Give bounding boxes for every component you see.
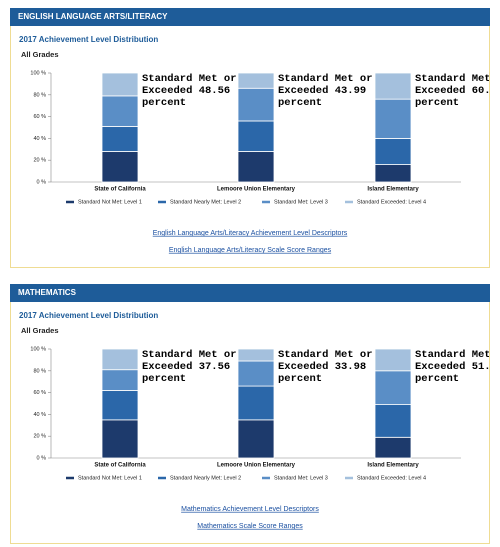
legend-label: Standard Exceeded: Level 4 — [357, 475, 426, 481]
y-tick-label: 80 % — [33, 92, 46, 98]
annotation-box: Standard Met or Exceeded 51.27 percent — [415, 349, 500, 385]
bar-segment — [374, 98, 412, 139]
section-header: MATHEMATICS — [10, 284, 490, 302]
bar-segment — [374, 348, 412, 372]
bar-segment — [237, 151, 275, 183]
x-tick-label: Lemoore Union Elementary — [217, 187, 296, 193]
bar-segment — [101, 419, 139, 459]
link[interactable]: Mathematics Achievement Level Descriptor… — [181, 506, 319, 513]
legend-label: Standard Nearly Met: Level 2 — [170, 475, 241, 481]
bar-segment — [101, 72, 139, 97]
bar-segment — [237, 360, 275, 387]
bar-segment — [101, 369, 139, 391]
bar-segment — [374, 436, 412, 459]
bar-segment — [374, 72, 412, 100]
link[interactable]: Mathematics Scale Score Ranges — [197, 523, 303, 530]
chart-subtitle: All Grades — [21, 50, 59, 59]
annotation: Standard Met or Exceeded 37.56 percent — [142, 349, 237, 385]
bar-segment — [237, 385, 275, 421]
x-tick-label: Island Elementary — [367, 463, 419, 469]
y-tick-label: 100 % — [30, 70, 46, 76]
chart-title: 2017 Achievement Level Distribution — [19, 311, 158, 320]
section-header: ENGLISH LANGUAGE ARTS/LITERACY — [10, 8, 490, 26]
y-tick-label: 100 % — [30, 346, 46, 352]
annotation-box: Standard Met or Exceeded 43.99 percent — [278, 73, 373, 109]
bar-segment — [374, 138, 412, 165]
y-tick-label: 40 % — [33, 136, 46, 142]
annotation: Standard Met or Exceeded 33.98 percent — [278, 349, 373, 385]
chart-title: 2017 Achievement Level Distribution — [19, 35, 158, 44]
bar-segment — [374, 164, 412, 183]
annotation: Standard Met or Exceeded 60.51 percent — [415, 73, 500, 109]
bar-segment — [101, 95, 139, 127]
bar-segment — [101, 126, 139, 152]
x-tick-label: Lemoore Union Elementary — [217, 463, 296, 469]
section: MATHEMATICS 2017 Achievement Level Distri… — [10, 284, 500, 544]
y-tick-label: 20 % — [33, 158, 46, 164]
bar-segment — [237, 348, 275, 362]
bar-segment — [237, 72, 275, 89]
legend-label: Standard Exceeded: Level 4 — [357, 199, 426, 205]
bar-segment — [101, 151, 139, 183]
legend-label: Standard Met: Level 3 — [274, 475, 328, 481]
bar-segment — [101, 348, 139, 371]
x-tick-label: State of California — [94, 187, 146, 193]
y-tick-label: 40 % — [33, 412, 46, 418]
annotation: Standard Met or Exceeded 43.99 percent — [278, 73, 373, 109]
annotation-box: Standard Met or Exceeded 33.98 percent — [278, 349, 373, 385]
y-tick-label: 60 % — [33, 114, 46, 120]
link[interactable]: English Language Arts/Literacy Scale Sco… — [169, 247, 332, 254]
y-tick-label: 80 % — [33, 368, 46, 374]
annotation: Standard Met or Exceeded 51.27 percent — [415, 349, 500, 385]
bar-segment — [237, 120, 275, 152]
annotation: Standard Met or Exceeded 48.56 percent — [142, 73, 237, 109]
bar-segment — [237, 419, 275, 459]
legend-label: Standard Not Met: Level 1 — [78, 199, 142, 205]
chart: 2017 Achievement Level Distribution All G… — [19, 35, 500, 254]
chart: 2017 Achievement Level Distribution All G… — [19, 311, 500, 530]
chart-subtitle: All Grades — [21, 326, 59, 335]
bar-segment — [374, 404, 412, 438]
y-tick-label: 0 % — [37, 179, 47, 185]
legend-label: Standard Met: Level 3 — [274, 199, 328, 205]
section: ENGLISH LANGUAGE ARTS/LITERACY 2017 Achie… — [10, 8, 500, 268]
y-tick-label: 20 % — [33, 434, 46, 440]
annotation-box: Standard Met or Exceeded 48.56 percent — [142, 73, 237, 109]
annotation-box: Standard Met or Exceeded 37.56 percent — [142, 349, 237, 385]
bar-segment — [101, 390, 139, 421]
y-tick-label: 60 % — [33, 390, 46, 396]
x-tick-label: State of California — [94, 463, 146, 469]
bar-segment — [374, 370, 412, 405]
annotation-box: Standard Met or Exceeded 60.51 percent — [415, 73, 500, 109]
legend-label: Standard Nearly Met: Level 2 — [170, 199, 241, 205]
link[interactable]: English Language Arts/Literacy Achieveme… — [153, 230, 348, 237]
legend-label: Standard Not Met: Level 1 — [78, 475, 142, 481]
x-tick-label: Island Elementary — [367, 187, 419, 193]
card: 2017 Achievement Level Distribution All G… — [10, 26, 500, 268]
y-tick-label: 0 % — [37, 455, 47, 461]
card: 2017 Achievement Level Distribution All G… — [10, 302, 500, 544]
bar-segment — [237, 87, 275, 122]
